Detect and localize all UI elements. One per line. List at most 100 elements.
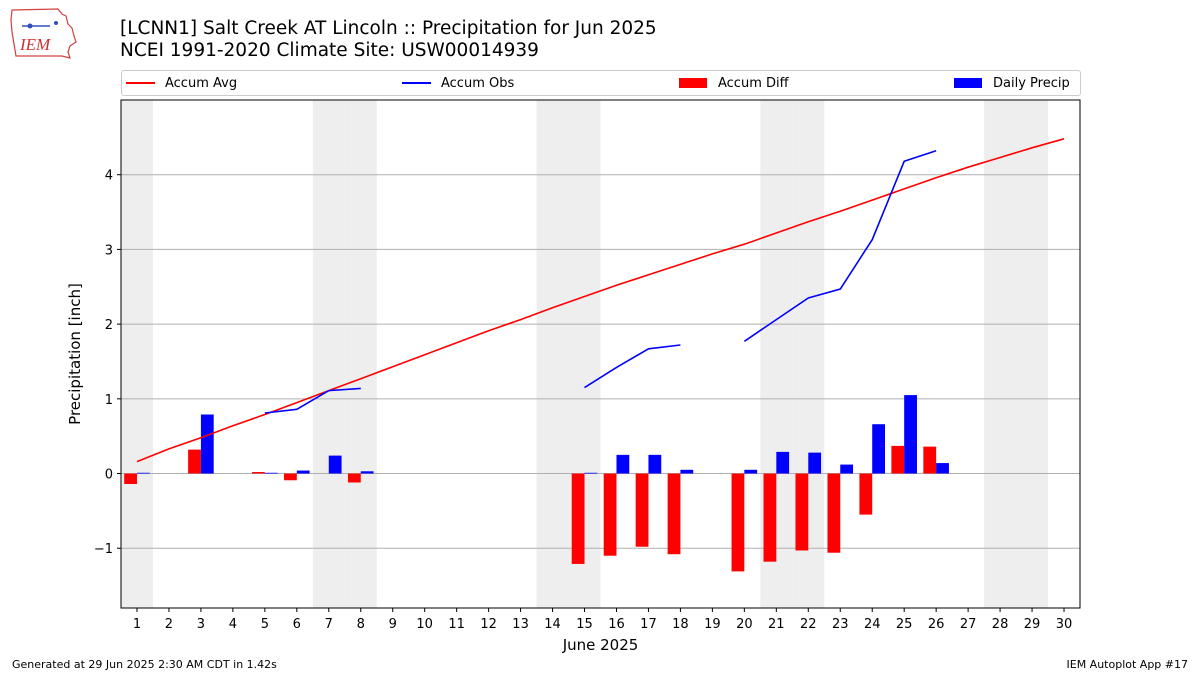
x-tick-label: 11: [448, 617, 465, 632]
y-tick-label: 1: [105, 393, 113, 408]
bar-accum-diff: [635, 473, 649, 547]
x-tick-label: 23: [832, 617, 849, 632]
bar-accum-diff: [571, 473, 585, 564]
x-tick-label: 26: [928, 617, 945, 632]
x-tick-label: 19: [704, 617, 721, 632]
x-tick-label: 8: [357, 617, 365, 632]
weekend-band: [536, 100, 569, 608]
bar-accum-diff: [795, 473, 809, 551]
bar-accum-diff: [923, 446, 937, 474]
bar-daily-precip: [872, 424, 886, 474]
bar-daily-precip: [648, 454, 662, 474]
x-tick-label: 22: [800, 617, 817, 632]
x-tick-label: 21: [768, 617, 785, 632]
bar-accum-diff: [827, 473, 841, 553]
legend-swatch-accum-obs: [402, 82, 431, 84]
y-tick-label: −1: [94, 542, 113, 557]
x-tick-label: 9: [389, 617, 397, 632]
bar-accum-diff: [731, 473, 745, 572]
legend: Accum Avg Accum Obs Accum Diff Daily Pre…: [121, 70, 1081, 96]
y-tick-label: 3: [105, 243, 113, 258]
bar-daily-precip: [360, 471, 374, 474]
x-tick-label: 20: [736, 617, 753, 632]
x-tick-label: 12: [480, 617, 497, 632]
bar-accum-diff: [763, 473, 777, 562]
logo-text: IEM: [19, 35, 51, 54]
x-tick-label: 25: [896, 617, 913, 632]
bar-daily-precip: [744, 469, 758, 474]
x-tick-label: 6: [293, 617, 301, 632]
title-line-2: NCEI 1991-2020 Climate Site: USW00014939: [120, 40, 539, 61]
y-tick-label: 0: [105, 468, 113, 483]
weekend-band: [121, 100, 153, 608]
bar-daily-precip: [840, 464, 854, 474]
x-tick-label: 10: [416, 617, 433, 632]
bar-daily-precip: [936, 463, 949, 474]
bar-daily-precip: [264, 472, 278, 474]
x-axis-label: June 2025: [562, 636, 639, 654]
iem-logo: IEM: [10, 8, 77, 59]
x-tick-label: 30: [1056, 617, 1073, 632]
footer-generated: Generated at 29 Jun 2025 2:30 AM CDT in …: [12, 658, 277, 671]
bar-daily-precip: [328, 455, 342, 474]
title-line-1: [LCNN1] Salt Creek AT Lincoln :: Precipi…: [120, 18, 657, 39]
legend-item-daily-precip: Daily Precip: [954, 71, 1070, 95]
legend-swatch-accum-diff: [679, 78, 707, 88]
chart-title: [LCNN1] Salt Creek AT Lincoln :: Precipi…: [120, 18, 657, 62]
x-tick-label: 7: [325, 617, 333, 632]
line-accum-avg: [136, 138, 1065, 463]
x-tick-label: 27: [960, 617, 977, 632]
x-tick-label: 1: [133, 617, 141, 632]
x-tick-label: 14: [544, 617, 561, 632]
legend-label-accum-diff: Accum Diff: [718, 75, 789, 91]
legend-swatch-daily-precip: [954, 78, 982, 88]
x-tick-label: 17: [640, 617, 657, 632]
x-tick-label: 3: [197, 617, 205, 632]
y-tick-label: 4: [105, 169, 113, 184]
legend-swatch-accum-avg: [126, 82, 155, 84]
plot-frame: [120, 99, 1081, 609]
weekend-band: [312, 100, 345, 608]
weekend-band: [1016, 100, 1049, 608]
legend-label-accum-avg: Accum Avg: [165, 75, 238, 91]
bar-daily-precip: [584, 472, 598, 474]
line-accum-obs: [584, 344, 681, 389]
bar-accum-diff: [603, 473, 617, 556]
x-tick-label: 2: [165, 617, 173, 632]
bar-daily-precip: [200, 414, 214, 474]
bar-daily-precip: [680, 469, 694, 474]
weekend-band: [984, 100, 1017, 608]
bar-accum-diff: [667, 473, 681, 555]
line-accum-obs: [743, 150, 937, 342]
x-tick-label: 24: [864, 617, 881, 632]
legend-item-accum-avg: Accum Avg: [126, 71, 237, 95]
x-tick-label: 5: [261, 617, 269, 632]
bar-daily-precip: [136, 472, 150, 474]
x-tick-label: 29: [1024, 617, 1041, 632]
bar-daily-precip: [904, 395, 917, 474]
x-tick-label: 18: [672, 617, 689, 632]
bar-accum-diff: [891, 445, 905, 474]
x-tick-label: 4: [229, 617, 237, 632]
bar-accum-diff: [347, 473, 361, 483]
bar-daily-precip: [776, 451, 790, 474]
y-axis-label: Precipitation [inch]: [66, 283, 84, 425]
bar-accum-diff: [859, 473, 873, 515]
bar-daily-precip: [296, 470, 310, 474]
legend-label-accum-obs: Accum Obs: [441, 75, 515, 91]
bar-accum-diff: [188, 449, 201, 474]
line-accum-obs: [264, 387, 361, 414]
bar-accum-diff: [124, 473, 137, 484]
bar-daily-precip: [808, 452, 822, 474]
bar-accum-diff: [252, 472, 265, 474]
x-tick-label: 28: [992, 617, 1009, 632]
x-tick-label: 13: [512, 617, 529, 632]
x-tick-label: 16: [608, 617, 625, 632]
bar-accum-diff: [284, 473, 297, 481]
legend-item-accum-diff: Accum Diff: [679, 71, 789, 95]
bar-daily-precip: [616, 454, 630, 474]
weekend-band: [344, 100, 377, 608]
legend-item-accum-obs: Accum Obs: [402, 71, 514, 95]
legend-label-daily-precip: Daily Precip: [993, 75, 1070, 91]
